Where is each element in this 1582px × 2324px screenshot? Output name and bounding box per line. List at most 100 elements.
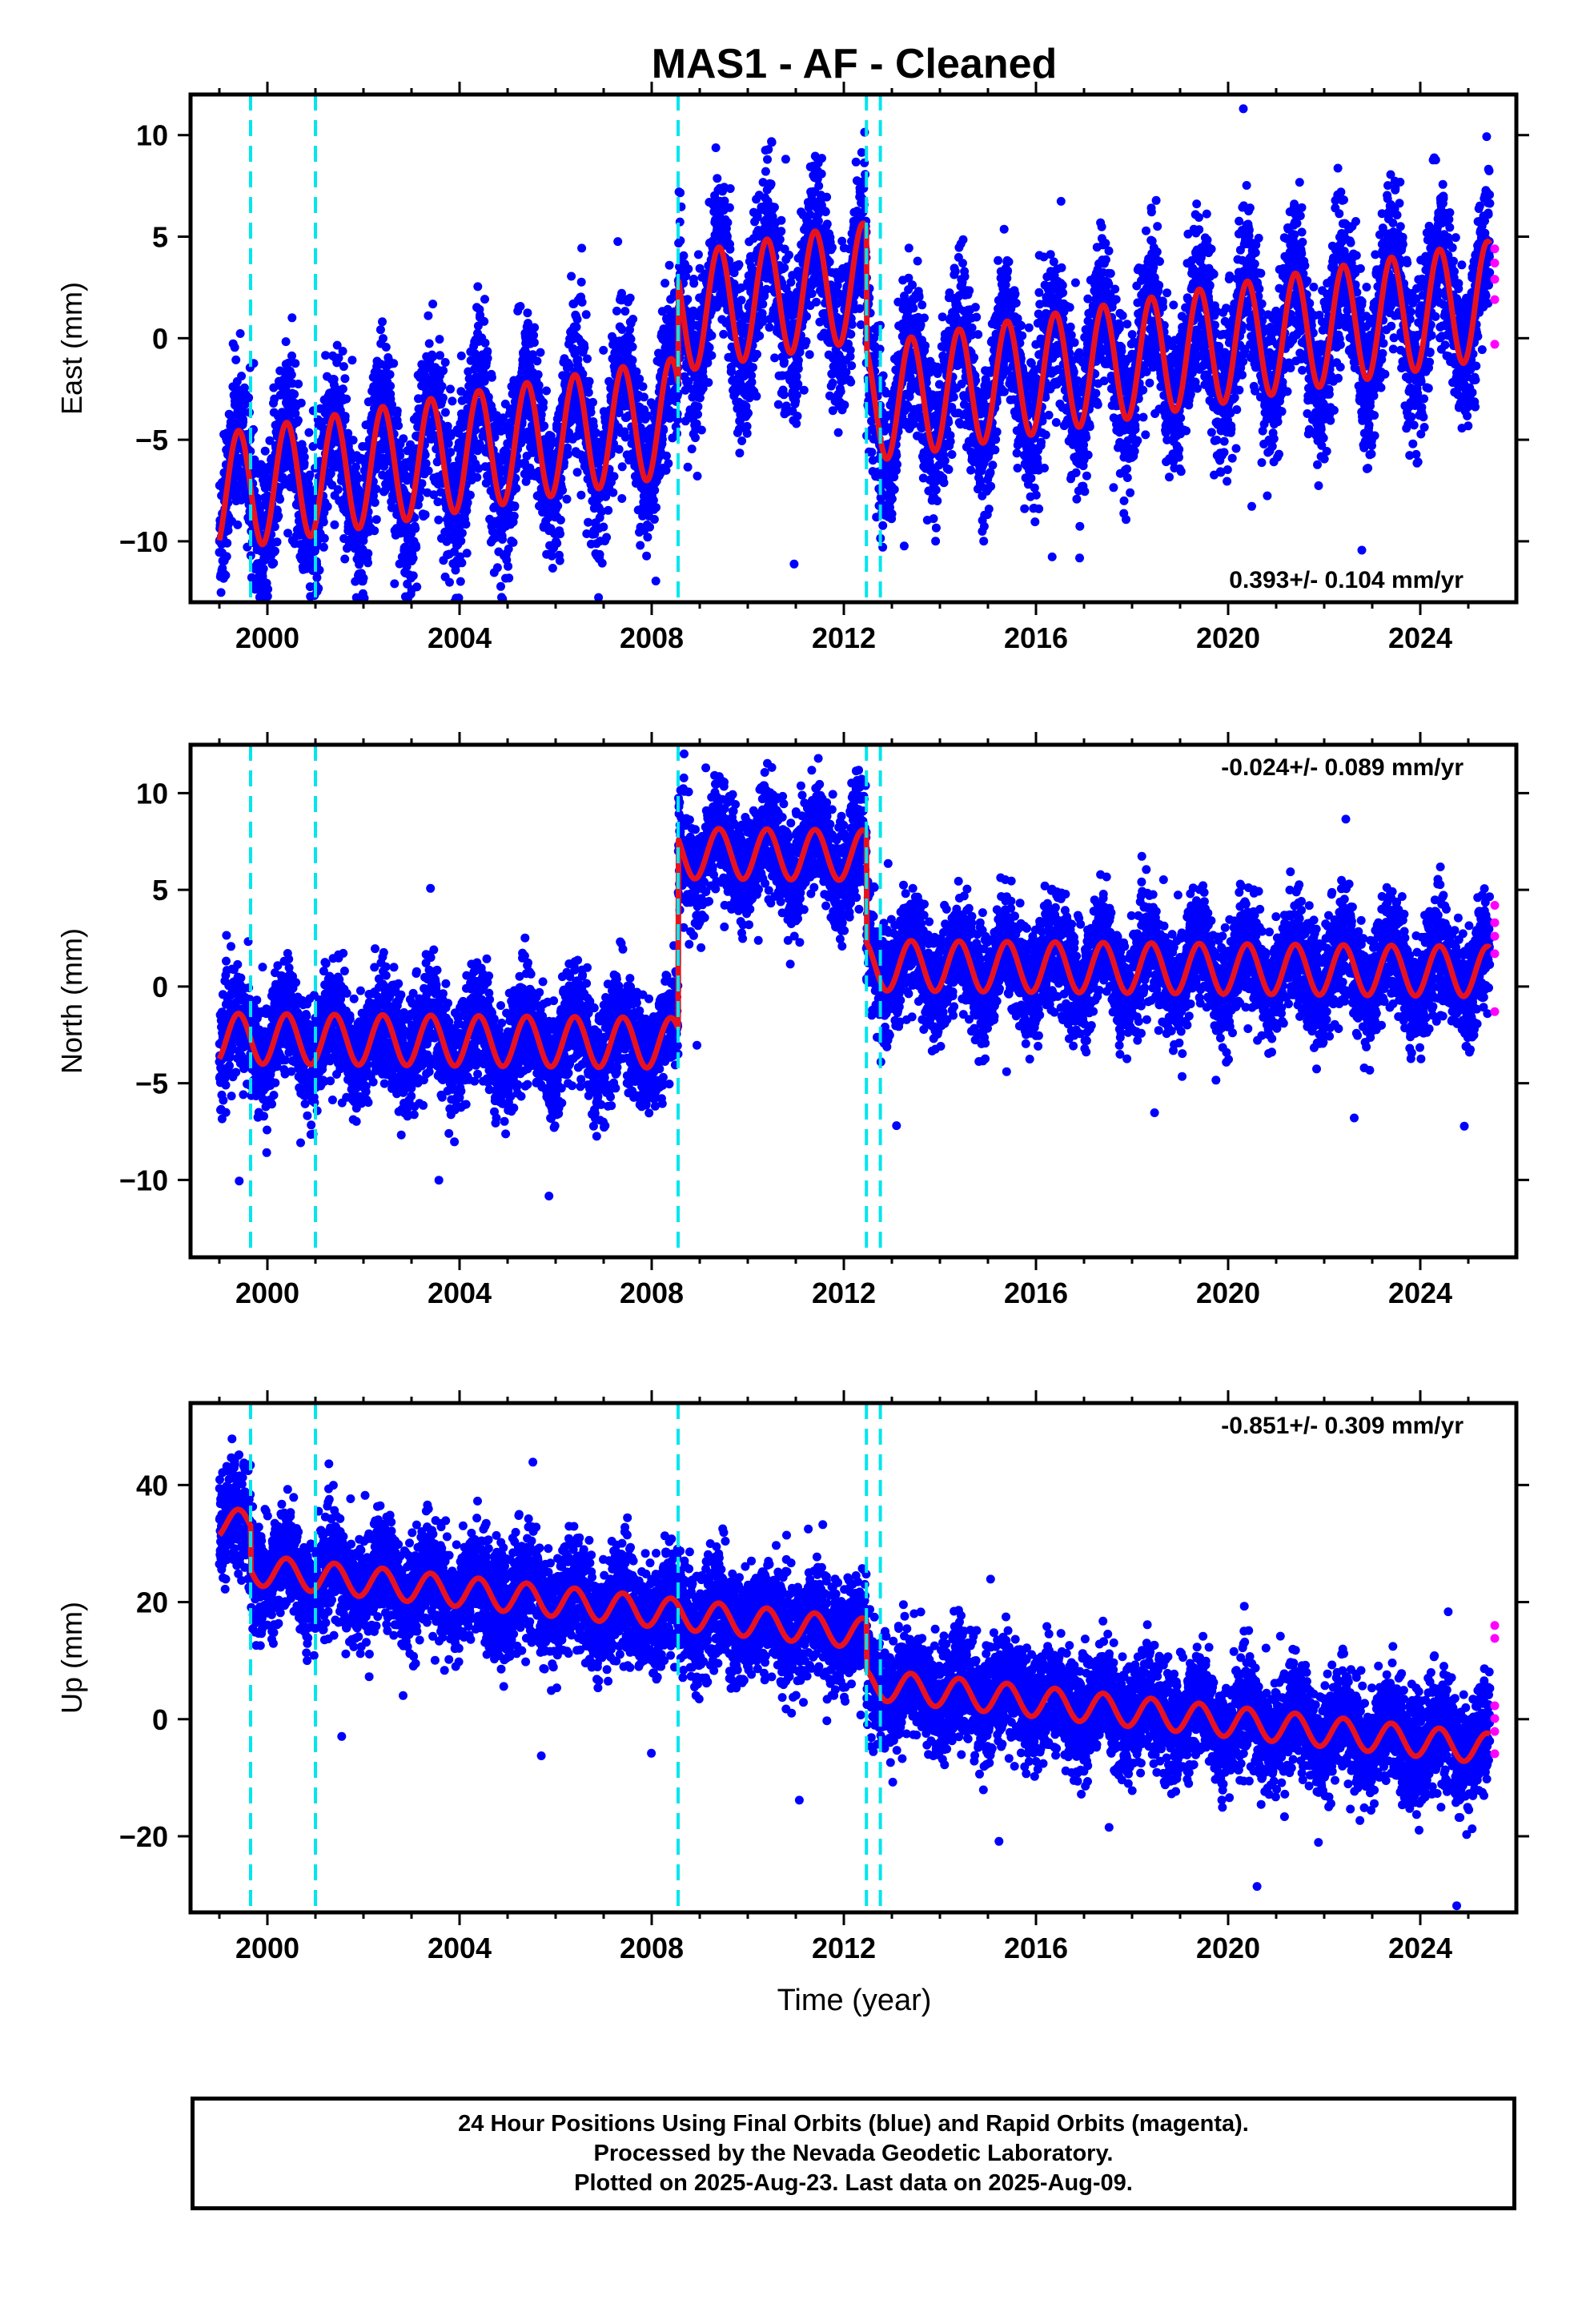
final-orbit-point [456, 577, 465, 586]
final-orbit-point [617, 325, 627, 334]
final-orbit-point [315, 565, 324, 575]
final-orbit-point [411, 524, 420, 533]
final-orbit-point [287, 351, 296, 360]
final-orbit-point [752, 392, 761, 401]
final-orbit-point [608, 488, 618, 497]
final-orbit-point [867, 448, 877, 457]
final-orbit-point [556, 529, 565, 539]
final-orbit-point [812, 297, 821, 307]
final-orbit-point [604, 505, 613, 515]
final-orbit-point [781, 155, 790, 164]
final-orbit-point [617, 494, 627, 503]
final-orbit-point [572, 315, 582, 324]
final-orbit-point [817, 169, 826, 179]
final-orbit-point [769, 203, 779, 212]
final-orbit-point [539, 398, 548, 407]
final-orbit-point [847, 320, 857, 329]
final-orbit-point [438, 393, 448, 403]
final-orbit-point [504, 573, 514, 583]
final-orbit-point [239, 417, 248, 427]
final-orbit-point [269, 558, 279, 568]
final-orbit-point [822, 219, 832, 229]
final-orbit-point [840, 400, 849, 410]
final-orbit-point [359, 593, 369, 602]
final-orbit-point [748, 363, 757, 372]
final-orbit-point [588, 397, 597, 407]
final-orbit-point [342, 394, 351, 404]
final-orbit-point [462, 506, 472, 516]
final-orbit-point [304, 428, 314, 437]
final-orbit-point [693, 402, 703, 412]
final-orbit-point [465, 490, 475, 500]
final-orbit-point [687, 444, 697, 454]
final-orbit-point [250, 455, 259, 464]
final-orbit-point [595, 549, 604, 559]
final-orbit-point [446, 384, 455, 394]
final-orbit-point [664, 459, 673, 468]
final-orbit-point [448, 396, 457, 406]
final-orbit-point [552, 538, 562, 548]
final-orbit-point [340, 554, 350, 564]
final-orbit-point [725, 203, 734, 212]
final-orbit-point [294, 380, 303, 388]
final-orbit-point [399, 434, 408, 444]
final-orbit-point [412, 543, 421, 553]
final-orbit-point [408, 553, 418, 563]
final-orbit-point [439, 366, 448, 376]
final-orbit-point [492, 563, 502, 573]
final-orbit-point [628, 356, 637, 365]
final-orbit-point [742, 428, 752, 438]
final-orbit-point [420, 510, 430, 520]
final-orbit-point [296, 398, 306, 408]
final-orbit-point [371, 485, 381, 494]
final-orbit-point [540, 421, 549, 431]
final-orbit-point [529, 338, 539, 348]
final-orbit-point [307, 677, 315, 686]
final-orbit-point [599, 522, 608, 532]
final-orbit-point [239, 383, 249, 392]
final-orbit-point [713, 174, 722, 183]
final-orbit-point [299, 452, 309, 462]
final-orbit-point [628, 315, 638, 324]
final-orbit-point [792, 390, 801, 400]
final-orbit-point [259, 564, 268, 573]
final-orbit-point [567, 271, 576, 281]
final-orbit-point [343, 428, 353, 438]
final-orbit-point [463, 498, 472, 508]
final-orbit-point [814, 181, 824, 191]
final-orbit-point [287, 313, 297, 323]
final-orbit-point [564, 449, 572, 459]
final-orbit-point [291, 359, 300, 368]
final-orbit-point [725, 244, 735, 254]
final-orbit-point [392, 406, 402, 416]
final-orbit-point [679, 251, 689, 260]
final-orbit-point [333, 485, 343, 494]
final-orbit-point [516, 302, 525, 311]
final-orbit-point [802, 312, 811, 321]
final-orbit-point [590, 714, 599, 722]
final-orbit-point [576, 277, 586, 287]
final-orbit-point [260, 446, 270, 456]
final-orbit-point [766, 179, 776, 189]
final-orbit-point [379, 334, 387, 344]
final-orbit-point [339, 362, 348, 372]
final-orbit-point [577, 297, 587, 307]
final-orbit-point [330, 520, 339, 529]
final-orbit-point [807, 289, 817, 299]
final-orbit-point [378, 317, 387, 327]
final-orbit-point [235, 329, 245, 338]
final-orbit-point [693, 472, 702, 480]
final-orbit-point [845, 345, 855, 355]
final-orbit-point [638, 382, 648, 392]
final-orbit-point [792, 419, 801, 428]
final-orbit-point [770, 353, 780, 363]
final-orbit-point [645, 522, 654, 532]
final-orbit-point [799, 385, 809, 395]
final-orbit-point [301, 706, 310, 714]
final-orbit-point [263, 585, 273, 594]
final-orbit-point [652, 503, 661, 513]
final-orbit-point [758, 300, 768, 309]
final-orbit-point [440, 408, 450, 417]
panel-east: 2000 2004 2008 2012 2016 2020 2024−10−50510Eas… [55, 82, 1529, 722]
final-orbit-point [254, 608, 263, 617]
